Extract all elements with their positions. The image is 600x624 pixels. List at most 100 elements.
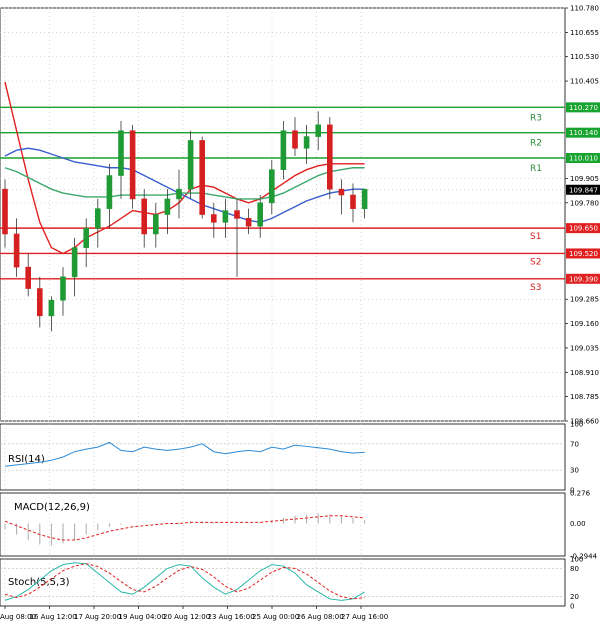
candle-body xyxy=(338,188,345,196)
time-tick-label: 23 Aug 16:00 xyxy=(208,613,255,621)
time-tick-label: 20 Aug 12:00 xyxy=(163,613,210,621)
macd-label: MACD(12,26,9) xyxy=(14,502,90,513)
stoch-tick-label: 0 xyxy=(570,603,574,611)
level-name-r3: R3 xyxy=(530,113,542,123)
level-price-label-s2: 109.520 xyxy=(569,250,598,258)
macd-tick-label: 0.00 xyxy=(570,520,586,528)
rsi-tick-label: 70 xyxy=(570,440,579,448)
candle-body xyxy=(245,218,252,227)
candle-body xyxy=(280,130,287,170)
moving-average-line-1 xyxy=(4,147,365,224)
candle xyxy=(303,124,310,164)
candle xyxy=(257,195,264,238)
candle-body xyxy=(71,247,78,278)
candle xyxy=(106,163,113,229)
candle-body xyxy=(129,130,136,200)
candle xyxy=(48,296,55,332)
candle xyxy=(268,159,275,215)
candle-body xyxy=(315,124,322,137)
price-tick-label: 110.405 xyxy=(570,78,599,86)
candle xyxy=(95,198,101,248)
current-price-label: 109.847 xyxy=(569,186,598,194)
candle xyxy=(71,237,78,297)
candle xyxy=(25,253,32,297)
time-tick-label: 19 Aug 04:00 xyxy=(119,613,166,621)
level-price-label-r1: 110.010 xyxy=(569,155,598,163)
price-tick-label: 108.910 xyxy=(570,369,599,377)
level-price-label-r3: 110.270 xyxy=(569,104,598,112)
candle-body xyxy=(48,299,55,317)
level-price-box-s3 xyxy=(566,273,600,284)
candle-body xyxy=(292,130,298,149)
candle xyxy=(2,179,8,248)
candle-body xyxy=(141,198,147,235)
candle xyxy=(153,202,159,248)
candle xyxy=(83,218,89,268)
stoch-k-line xyxy=(4,562,365,601)
candle-body xyxy=(268,169,275,204)
candle xyxy=(60,267,66,316)
candle-body xyxy=(176,188,182,200)
candle-body xyxy=(118,130,124,176)
price-tick-label: 108.785 xyxy=(570,393,599,401)
time-tick-label: Aug 08:00 xyxy=(0,613,36,621)
moving-averages xyxy=(4,81,365,255)
price-tick-label: 109.285 xyxy=(570,296,599,304)
level-price-box-r3 xyxy=(566,102,600,113)
candle-body xyxy=(350,194,356,209)
macd-panel: MACD(12,26,9) 0.276 0.00 -0.2944 xyxy=(4,490,598,561)
level-name-s1: S1 xyxy=(530,232,541,242)
candle xyxy=(176,169,182,219)
stoch-tick-label: 80 xyxy=(570,565,579,573)
level-price-box-s2 xyxy=(566,248,600,259)
level-price-label-s1: 109.650 xyxy=(569,225,598,233)
level-price-label-r2: 110.140 xyxy=(569,129,598,137)
candle xyxy=(338,179,345,215)
candle-body xyxy=(164,198,171,215)
price-tick-label: 109.035 xyxy=(570,344,599,352)
level-price-box-r2 xyxy=(566,127,600,138)
candle xyxy=(326,117,333,199)
macd-tick-label: -0.2944 xyxy=(570,553,598,561)
candle-body xyxy=(199,140,205,215)
rsi-tick-label: 0 xyxy=(570,487,574,495)
candle xyxy=(13,218,20,277)
candle xyxy=(350,183,356,223)
candle xyxy=(129,124,136,209)
level-name-s2: S2 xyxy=(530,257,541,267)
candle xyxy=(222,198,229,238)
candle-body xyxy=(211,214,217,223)
rsi-line xyxy=(4,441,365,467)
candle xyxy=(199,136,205,219)
rsi-tick-label: 30 xyxy=(570,467,579,475)
panel-frame-0 xyxy=(0,7,566,422)
price-tick-label: 110.655 xyxy=(570,29,599,37)
candle xyxy=(234,198,240,277)
panel-frame-3 xyxy=(0,558,566,607)
time-tick-label: 26 Aug 08:00 xyxy=(297,613,344,621)
level-price-label-s3: 109.390 xyxy=(569,275,598,283)
candle xyxy=(141,189,147,248)
candle-body xyxy=(153,214,159,235)
candle xyxy=(280,120,287,180)
time-tick-label: 25 Aug 00:00 xyxy=(252,613,299,621)
candle xyxy=(187,130,194,199)
current-price-box xyxy=(566,184,600,195)
chart-panels xyxy=(0,7,566,607)
moving-average-line-2 xyxy=(4,167,365,200)
price-tick-label: 108.660 xyxy=(570,418,599,426)
panel-frame-1 xyxy=(0,423,566,491)
candle-body xyxy=(326,124,333,190)
stoch-tick-label: 100 xyxy=(570,556,583,564)
candle xyxy=(361,188,368,219)
candle-body xyxy=(187,140,194,190)
level-name-r1: R1 xyxy=(530,164,542,174)
candle-body xyxy=(303,136,310,149)
price-tick-label: 109.160 xyxy=(570,320,599,328)
macd-tick-label: 0.276 xyxy=(570,490,591,498)
candle xyxy=(36,276,43,328)
candle xyxy=(118,120,124,199)
candle xyxy=(164,189,171,234)
stoch-tick-label: 20 xyxy=(570,593,579,601)
